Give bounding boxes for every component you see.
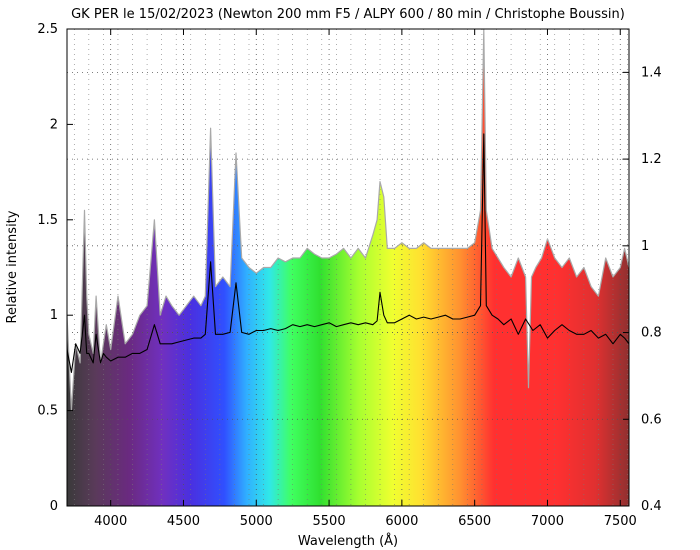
spectrum-fill — [67, 29, 629, 506]
x-tick-label: 7000 — [531, 514, 564, 529]
y2-tick-label: 1.4 — [641, 65, 662, 80]
y-tick-label: 1.5 — [37, 213, 58, 228]
series-line-2 — [67, 133, 629, 373]
y-tick-label: 2.5 — [37, 22, 58, 37]
spectrum-color-fill — [67, 29, 629, 506]
series-line-1 — [67, 29, 629, 412]
series-group — [67, 29, 629, 412]
grid — [67, 29, 629, 506]
y2-tick-label: 0.8 — [641, 326, 662, 341]
x-tick-label: 4500 — [167, 514, 200, 529]
y2-tick-label: 0.4 — [641, 499, 662, 514]
axis-ticks: 4000 4500 5000 5500 6000 6500 7000 7500 0 0.5 1 1.5… — [37, 22, 661, 529]
x-tick-label: 6000 — [385, 514, 418, 529]
x-tick-label: 5000 — [240, 514, 273, 529]
y-tick-label: 1 — [50, 308, 58, 323]
x-tick-label: 7500 — [604, 514, 637, 529]
y-axis-label: Relative intensity — [5, 210, 20, 323]
y2-tick-label: 0.6 — [641, 412, 662, 427]
chart-title: GK PER le 15/02/2023 (Newton 200 mm F5 /… — [71, 7, 625, 22]
y-tick-label: 0 — [50, 499, 58, 514]
y-tick-label: 2 — [50, 117, 58, 132]
x-tick-label: 4000 — [94, 514, 127, 529]
x-axis-label: Wavelength (Å) — [298, 533, 398, 549]
plot-area — [67, 29, 629, 506]
y2-tick-label: 1.2 — [641, 152, 662, 167]
y2-tick-label: 1 — [641, 239, 649, 254]
x-tick-label: 6500 — [458, 514, 491, 529]
plot-frame — [66, 28, 630, 507]
y-tick-label: 0.5 — [37, 404, 58, 419]
x-tick-label: 5500 — [313, 514, 346, 529]
